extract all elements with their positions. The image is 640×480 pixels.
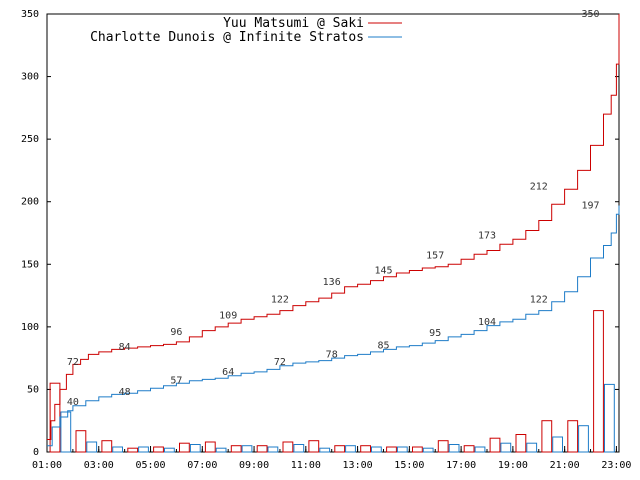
- hourly-bar-series-1: [386, 446, 397, 453]
- point-label-series-1: 145: [374, 266, 392, 277]
- hourly-bar-series-1: [179, 442, 190, 453]
- hourly-bar-series-1: [75, 430, 87, 453]
- hourly-bar-series-2: [138, 446, 149, 453]
- line-series-2: [47, 205, 620, 447]
- hourly-bar-series-1: [153, 446, 164, 453]
- hourly-bar-series-1: [256, 445, 268, 453]
- hourly-bar-series-2: [474, 446, 486, 453]
- hourly-bar-series-1: [230, 445, 242, 453]
- point-label-series-1: 72: [67, 357, 79, 368]
- hourly-bar-series-1: [541, 420, 553, 453]
- hourly-bar-series-1: [101, 440, 113, 453]
- x-tick-label: 21:00: [550, 460, 580, 471]
- legend: Yuu Matsumi @ Saki Charlotte Dunois @ In…: [90, 16, 402, 45]
- hourly-bar-series-2: [526, 442, 538, 453]
- point-label-series-1: 109: [219, 311, 237, 322]
- hourly-bar-series-2: [215, 447, 227, 453]
- point-label-series-1: 350: [581, 9, 599, 20]
- hourly-bar-series-1: [334, 445, 346, 453]
- point-label-series-2: 122: [530, 294, 548, 305]
- hourly-bar-series-1: [515, 434, 527, 453]
- line-series-1: [47, 14, 620, 440]
- point-label-series-1: 157: [426, 251, 444, 262]
- hourly-bar-series-1: [567, 420, 579, 453]
- hourly-bar-series-1: [282, 441, 294, 453]
- point-labels: 72 84 96 109 122 136 145 157 173 212 350 40 48 57 64 72…: [67, 9, 600, 408]
- point-label-series-2: 72: [274, 357, 286, 368]
- x-tick-label: 13:00: [343, 460, 373, 471]
- hourly-bar-series-1: [593, 310, 604, 453]
- hourly-bar-series-2: [500, 442, 512, 453]
- y-tick-label: 100: [21, 322, 39, 333]
- point-label-series-1: 122: [271, 294, 289, 305]
- hourly-bar-series-1: [489, 437, 501, 453]
- x-tick-label: 05:00: [135, 460, 165, 471]
- point-label-series-1: 212: [530, 182, 548, 193]
- hourly-bar-series-2: [371, 446, 382, 453]
- x-axis: 01:00 03:00 05:00 07:00 09:00 11:00 13:00 15:00…: [32, 446, 631, 471]
- hourly-bar-series-1: [308, 440, 320, 453]
- y-tick-label: 0: [33, 447, 39, 458]
- x-tick-label: 15:00: [394, 460, 424, 471]
- y-tick-label: 300: [21, 72, 39, 83]
- y-tick-label: 250: [21, 134, 39, 145]
- hourly-bar-series-2: [112, 446, 123, 453]
- plot-frame: [46, 13, 620, 453]
- hourly-bar-series-2: [241, 445, 253, 453]
- hourly-bar-series-1: [437, 440, 449, 453]
- x-tick-label: 09:00: [239, 460, 269, 471]
- point-label-series-2: 95: [429, 328, 441, 339]
- x-tick-label: 01:00: [32, 460, 62, 471]
- point-label-series-2: 57: [170, 376, 182, 387]
- x-tick-label: 11:00: [291, 460, 321, 471]
- point-label-series-1: 136: [323, 277, 341, 288]
- point-label-series-1: 96: [170, 327, 182, 338]
- point-label-series-2: 78: [326, 349, 338, 360]
- hourly-bar-series-2: [604, 383, 615, 453]
- hourly-bar-series-1: [412, 446, 423, 453]
- x-tick-label: 23:00: [601, 460, 631, 471]
- point-label-series-2: 104: [478, 317, 496, 328]
- point-label-series-2: 40: [67, 397, 79, 408]
- point-label-series-1: 84: [119, 342, 131, 353]
- hourly-bar-series-2: [396, 446, 408, 453]
- hourly-bar-series-1: [463, 445, 475, 453]
- x-tick-label: 03:00: [84, 460, 114, 471]
- x-tick-label: 07:00: [187, 460, 217, 471]
- cumulative-lines: [47, 14, 620, 447]
- hourly-bar-series-1: [127, 447, 139, 453]
- point-label-series-2: 64: [222, 367, 234, 378]
- hourly-bar-series-2: [578, 425, 589, 453]
- y-tick-label: 200: [21, 197, 39, 208]
- legend-label-series-2: Charlotte Dunois @ Infinite Stratos: [90, 30, 364, 45]
- hourly-bar-series-2: [86, 441, 98, 453]
- point-label-series-2: 197: [581, 201, 599, 212]
- hourly-bar-series-2: [319, 447, 331, 453]
- legend-label-series-1: Yuu Matsumi @ Saki: [223, 16, 364, 31]
- hourly-bar-series-2: [552, 436, 564, 453]
- hourly-bar-series-1: [360, 445, 372, 453]
- hourly-bar-series-2: [345, 445, 356, 453]
- point-label-series-2: 85: [377, 341, 389, 352]
- point-label-series-1: 173: [478, 231, 496, 242]
- y-tick-label: 150: [21, 259, 39, 270]
- hourly-bar-series-2: [189, 444, 201, 453]
- hourly-bar-series-2: [422, 447, 434, 453]
- hourly-bar-series-1: [204, 441, 216, 453]
- hourly-bars: [49, 310, 615, 453]
- y-axis: 0 50 100 150 200 250 300 350: [21, 9, 619, 458]
- x-tick-label: 19:00: [498, 460, 528, 471]
- hourly-bar-series-2: [267, 446, 279, 453]
- hourly-bar-series-2: [448, 444, 460, 453]
- y-tick-label: 50: [27, 384, 39, 395]
- y-tick-label: 350: [21, 9, 39, 20]
- hourly-bar-series-2: [164, 447, 175, 453]
- hourly-bar-series-2: [60, 411, 72, 453]
- hourly-bar-series-2: [293, 444, 305, 453]
- point-label-series-2: 48: [119, 387, 131, 398]
- x-tick-label: 17:00: [446, 460, 476, 471]
